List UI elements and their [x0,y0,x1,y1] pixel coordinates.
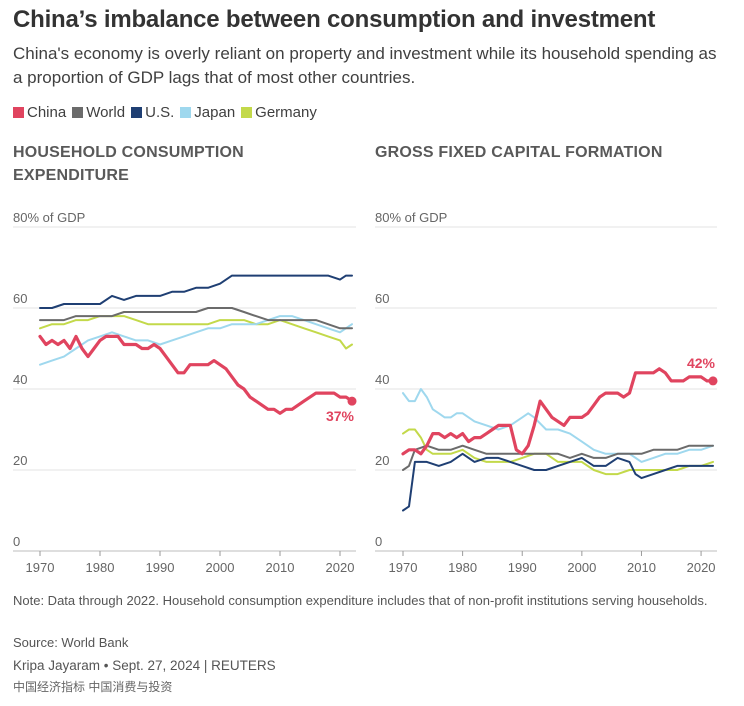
chart-subtitle: China's economy is overly reliant on pro… [13,44,717,87]
legend-swatch [241,107,253,118]
investment-series-us-line [402,452,714,512]
investment-y-tick-label: 60 [375,291,389,306]
legend-swatch [180,107,192,118]
legend-label: World [86,104,126,121]
footnote: Note: Data through 2022. Household consu… [13,593,708,608]
consumption-x-tick-label: 1980 [86,560,115,575]
legend-label: Germany [255,104,317,121]
investment-y-tick-label: 20 [375,453,389,468]
consumption-y-tick-label: 80% of GDP [13,210,85,225]
legend-label: China [27,104,67,121]
legend-swatch [72,107,84,118]
consumption-y-tick-label: 20 [13,453,27,468]
investment-china-end-point [708,376,718,386]
consumption-y-tick-label: 60 [13,291,27,306]
byline: Kripa Jayaram • Sept. 27, 2024 | REUTERS [13,658,276,673]
source-line: Source: World Bank [13,635,129,650]
legend-swatch [131,107,143,118]
consumption-china-end-label: 37% [326,408,355,424]
consumption-series-world-line [39,307,353,330]
legend-item-world: World [72,104,125,121]
consumption-y-tick-label: 0 [13,534,20,549]
consumption-x-tick-label: 1990 [146,560,175,575]
investment-x-tick-label: 2000 [567,560,596,575]
investment-y-tick-label: 0 [375,534,382,549]
right-panel-title: GROSS FIXED CAPITAL FORMATION [375,144,663,161]
consumption-china-end-point [347,396,357,406]
consumption-x-tick-label: 2020 [326,560,355,575]
consumption-y-tick-label: 40 [13,372,27,387]
legend-item-china: China [13,104,66,121]
consumption-x-tick-label: 2000 [206,560,235,575]
investment-series-china-line [401,367,715,456]
investment-y-tick-label: 80% of GDP [375,210,447,225]
legend-label: Japan [194,104,236,121]
consumption-series-germany-line [39,315,353,350]
investment-x-tick-label: 2010 [627,560,656,575]
investment-x-tick-label: 1970 [389,560,418,575]
legend-swatch [13,107,24,118]
legend-label: U.S. [145,104,175,121]
investment-series-japan-line [402,388,714,463]
investment-china-end-label: 42% [687,355,716,371]
legend-item-us: U.S. [131,104,174,121]
consumption-series-us-line [39,274,353,309]
consumption-series-china-line [38,334,354,415]
investment-y-tick-label: 40 [375,372,389,387]
investment-series-world-line [402,444,714,471]
consumption-x-tick-label: 1970 [26,560,55,575]
legend-item-japan: Japan [180,104,235,121]
consumption-x-tick-label: 2010 [266,560,295,575]
left-panel-title: HOUSEHOLD CONSUMPTION EXPENDITURE [13,144,244,184]
legend: China World U.S. Japan Germany [13,104,323,121]
investment-x-tick-label: 2020 [687,560,716,575]
tag-line: 中国经济指标 中国消费与投资 [13,680,173,694]
legend-item-germany: Germany [241,104,317,121]
chart-title: China’s imbalance between consumption an… [13,6,656,33]
consumption-series-japan-line [39,315,353,366]
investment-x-tick-label: 1980 [448,560,477,575]
investment-x-tick-label: 1990 [508,560,537,575]
